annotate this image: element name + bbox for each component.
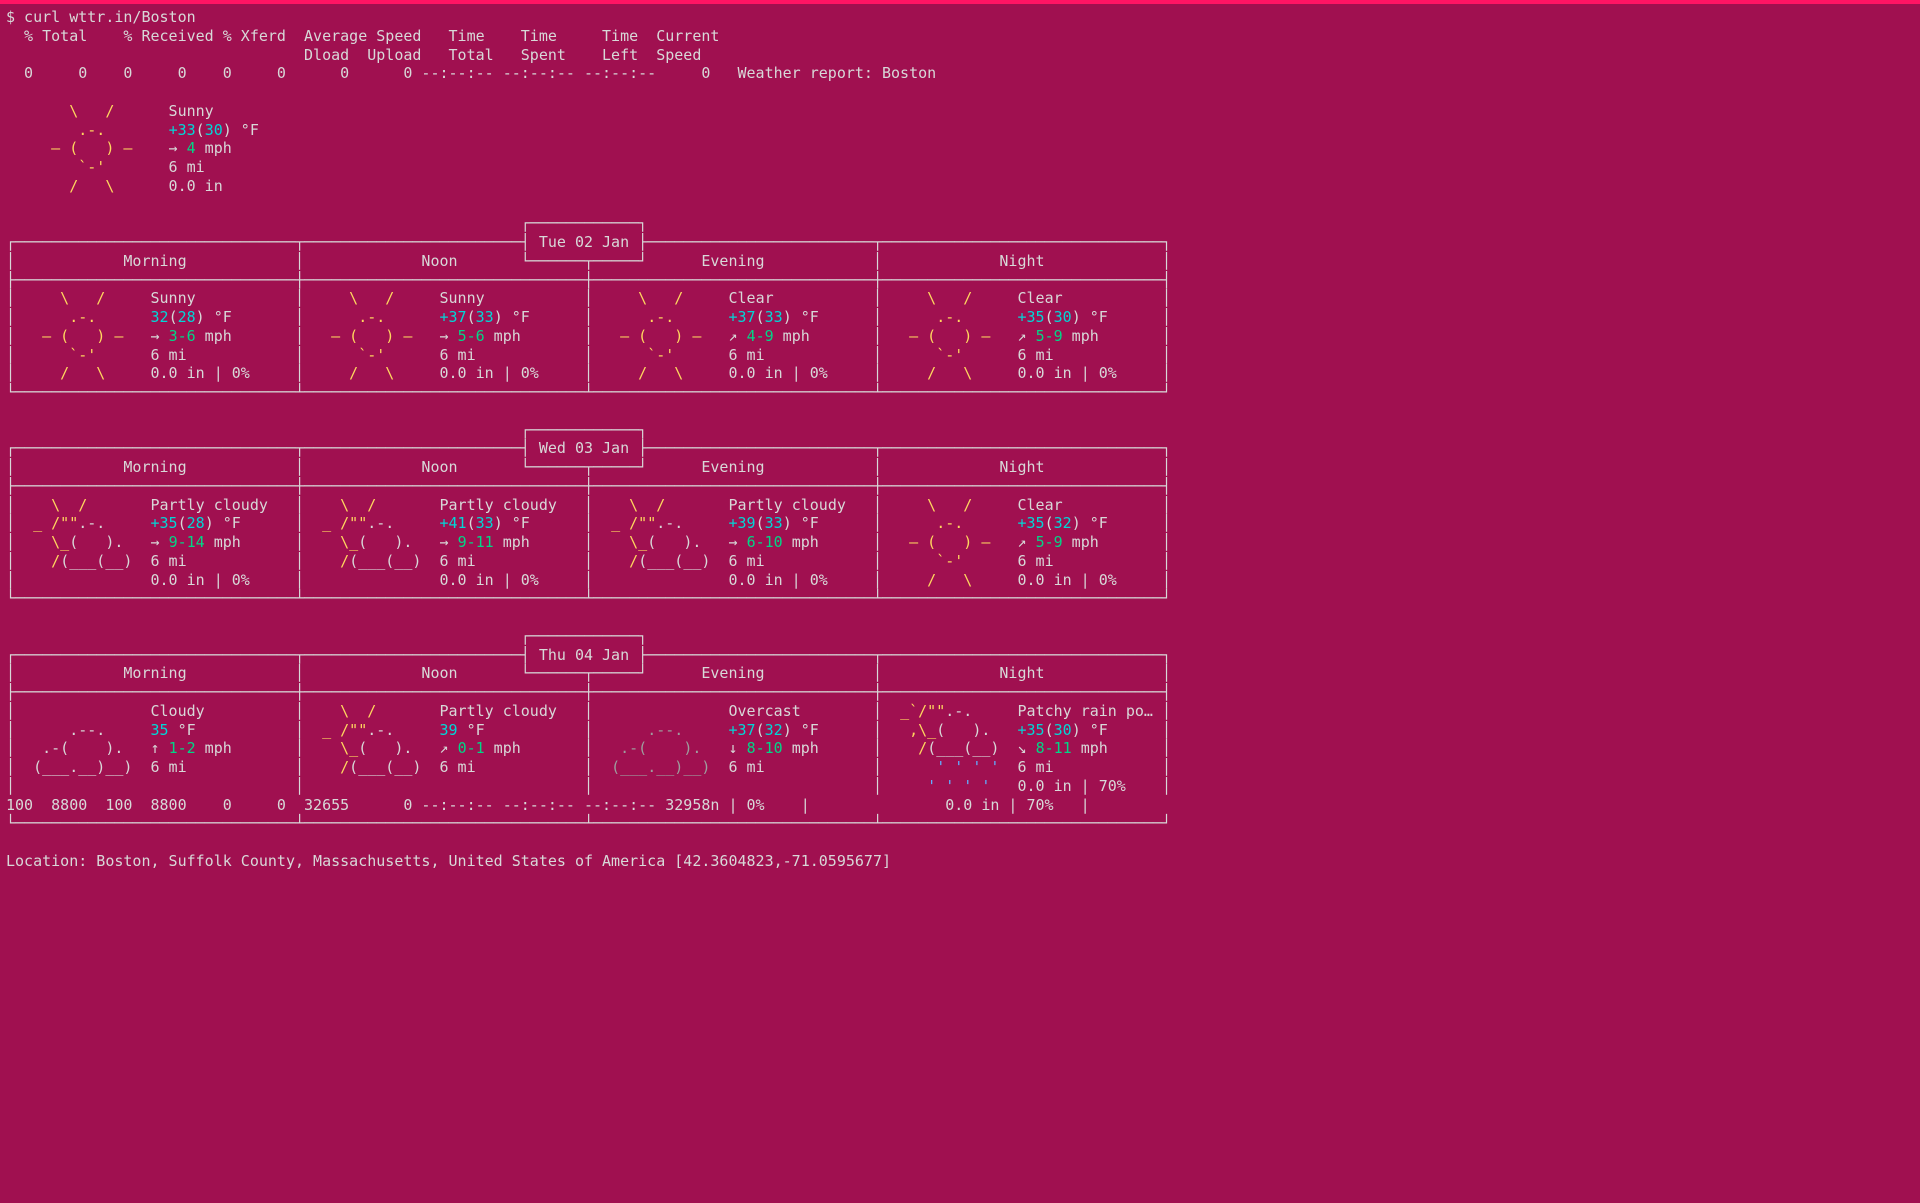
terminal-output: $ curl wttr.in/Boston % Total % Received…: [0, 4, 1920, 881]
